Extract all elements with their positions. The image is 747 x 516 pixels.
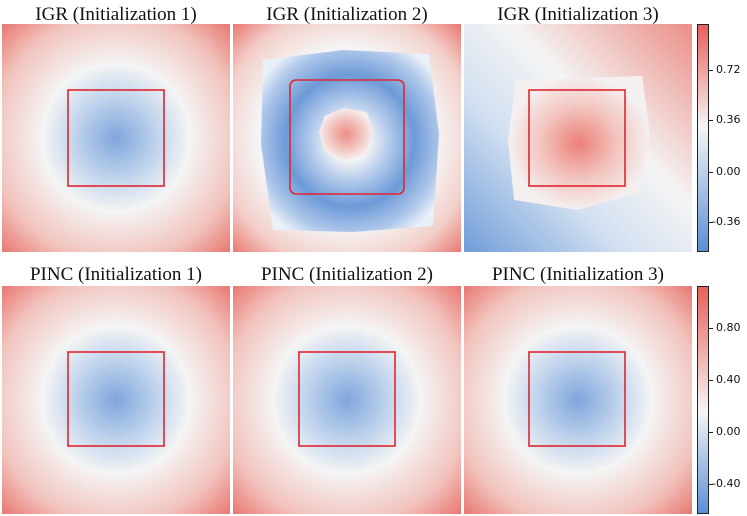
heatmap-igr-2	[233, 24, 461, 252]
target-square-outline	[528, 89, 626, 187]
panel-title-pinc-3: PINC (Initialization 3)	[491, 264, 665, 285]
colorbar-2-tickmark	[709, 432, 713, 433]
target-square-outline	[67, 89, 165, 187]
colorbar-1-tick-label: 0.00	[716, 165, 741, 178]
panel-title-igr-2: IGR (Initialization 2)	[266, 4, 428, 25]
colorbar-1-tick-label: 0.36	[716, 113, 741, 126]
colorbar-1-tick-label: -0.36	[712, 215, 741, 228]
colorbar-1-tickmark	[709, 172, 713, 173]
target-square-outline	[528, 351, 626, 447]
panel-title-igr-1: IGR (Initialization 1)	[35, 4, 197, 25]
colorbar-2-tick-label: 0.80	[716, 321, 741, 334]
target-square-outline	[298, 351, 396, 447]
heatmap-igr-3	[464, 24, 692, 252]
colorbar-2-tick-label: 0.00	[716, 425, 741, 438]
colorbar-2-tick-label: -0.40	[712, 477, 741, 490]
panel-title-pinc-2: PINC (Initialization 2)	[260, 264, 434, 285]
colorbar-1-tickmark	[709, 70, 713, 71]
colorbar-2-tickmark	[709, 328, 713, 329]
heatmap-pinc-1	[2, 286, 230, 514]
target-square-outline	[67, 351, 165, 447]
colorbar-2-tickmark	[709, 484, 713, 485]
heatmap-pinc-2	[233, 286, 461, 514]
heatmap-pinc-3	[464, 286, 692, 514]
colorbar-row-2	[697, 286, 709, 514]
panel-title-pinc-1: PINC (Initialization 1)	[29, 264, 203, 285]
target-square-outline	[289, 79, 405, 195]
panel-title-igr-3: IGR (Initialization 3)	[497, 4, 659, 25]
colorbar-1-tickmark	[709, 120, 713, 121]
colorbar-1-tickmark	[709, 222, 713, 223]
colorbar-2-tickmark	[709, 380, 713, 381]
colorbar-2-tick-label: 0.40	[716, 373, 741, 386]
colorbar-row-1	[697, 24, 709, 252]
heatmap-igr-1	[2, 24, 230, 252]
colorbar-1-tick-label: 0.72	[716, 63, 741, 76]
